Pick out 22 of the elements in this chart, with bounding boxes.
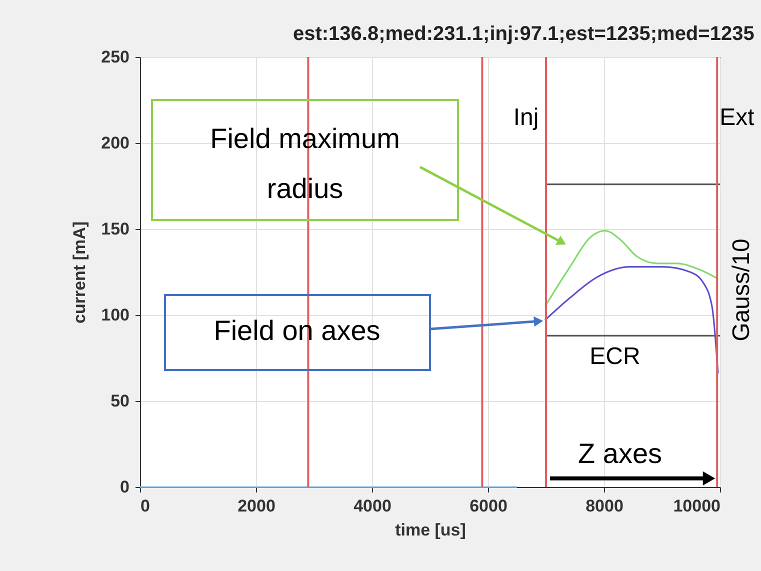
- y-tick-label: 200: [101, 134, 130, 152]
- chart-title: est:136.8;med:231.1;inj:97.1;est=1235;med=1235: [292, 23, 754, 45]
- x-tick-label: 6000: [470, 496, 508, 516]
- line-series: [544, 230, 719, 308]
- y-tick-label: 250: [101, 48, 130, 66]
- annotation: Z axes: [578, 438, 662, 469]
- y-axis-title: current [mA]: [70, 221, 90, 324]
- x-tick-label: 8000: [586, 496, 624, 516]
- annotation: Ext: [720, 104, 755, 131]
- x-axis-title: time [us]: [395, 520, 466, 540]
- y-tick-label: 150: [101, 220, 130, 238]
- y-tick-label: 100: [101, 306, 130, 324]
- y-tick-label: 0: [120, 478, 130, 496]
- x-tick-label: 2000: [238, 496, 276, 516]
- text: Gauss/10: [728, 238, 755, 342]
- annotation: ECR: [590, 343, 640, 370]
- annotation: Inj: [513, 104, 539, 131]
- x-tick-label: 0: [140, 496, 150, 516]
- x-tick-label: 10000: [673, 496, 720, 516]
- line-series: [544, 266, 719, 374]
- x-tick-label: 4000: [354, 496, 392, 516]
- y-tick-label: 50: [110, 392, 130, 410]
